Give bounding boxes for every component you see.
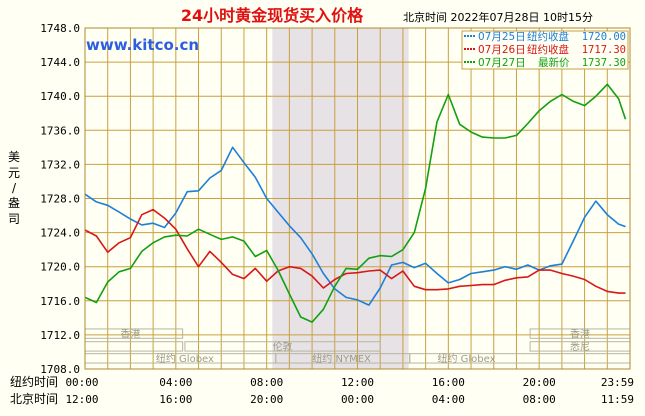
market-label: 纽约 Globex [437, 352, 495, 365]
x-tick-label: 11:59 [601, 393, 634, 406]
plot-frame [84, 27, 631, 370]
x-tick-label: 20:00 [250, 393, 283, 406]
series-line [84, 83, 627, 323]
y-axis-label: 美 元 / 盎 司 [8, 150, 20, 226]
legend-value: 1720.00 [582, 31, 626, 43]
legend-date: 07月26日 [478, 44, 526, 56]
x-tick-label: 12:00 [341, 376, 374, 389]
legend-date: 07月27日 [478, 57, 526, 69]
y-tick-label: 1740.0 [40, 90, 80, 103]
x-tick-label: 12:00 [65, 393, 98, 406]
y-tick-label: 1748.0 [40, 22, 80, 35]
time-row-label: 纽约时间 [10, 374, 58, 389]
y-axis-label-char: 司 [8, 212, 20, 226]
time-row-label: 北京时间 [10, 392, 58, 406]
x-tick-label: 16:00 [159, 393, 192, 406]
y-tick-label: 1728.0 [40, 193, 80, 206]
y-tick-label: 1712.0 [40, 329, 80, 342]
y-axis-label-char: / [12, 181, 17, 195]
series-line [84, 208, 626, 294]
market-label: 悉尼 [570, 341, 590, 353]
x-tick-label: 08:00 [523, 393, 556, 406]
x-tick-label: 16:00 [432, 376, 465, 389]
market-label: 纽约 NYMEX [312, 352, 371, 365]
y-tick-label: 1708.0 [40, 363, 80, 376]
market-label: 纽约 Globex [156, 352, 214, 365]
x-tick-label: 04:00 [159, 376, 192, 389]
y-tick-labels: 1708.0 1712.0 1716.0 1720.0 1724.0 1728.0 1732… [40, 22, 80, 376]
y-tick-label: 1732.0 [40, 158, 80, 171]
legend-entry: 07月25日 纽约收盘 1720.00 [464, 30, 626, 43]
watermark-link[interactable]: www.kitco.cn [86, 36, 199, 54]
y-axis-label-char: 美 [8, 150, 20, 164]
y-axis-label-char: 盎 [8, 196, 20, 210]
y-tick-label: 1716.0 [40, 295, 80, 308]
legend-value: 1737.30 [582, 57, 626, 69]
x-tick-label: 00:00 [341, 393, 374, 406]
legend-date: 07月25日 [478, 31, 526, 43]
x-tick-label: 08:00 [250, 376, 283, 389]
y-tick-label: 1736.0 [40, 124, 80, 137]
chart-title: 24小时黄金现货买入价格 [181, 6, 364, 25]
legend-label: 纽约收盘 [527, 43, 569, 56]
x-tick-label: 23:59 [601, 376, 634, 389]
market-label: 香港 [120, 328, 140, 340]
legend-entry: 07月26日 纽约收盘 1717.30 [464, 43, 626, 56]
market-box [184, 341, 381, 352]
legend-entry: 07月27日 最新价 1737.30 [464, 56, 626, 69]
legend-label: 纽约收盘 [527, 30, 569, 43]
legend-box [461, 30, 629, 70]
legend-value: 1717.30 [582, 44, 626, 56]
legend: 07月25日 纽约收盘 1720.00 07月26日 纽约收盘 1717.30 … [461, 30, 629, 70]
y-axis-label-char: 元 [8, 166, 20, 180]
x-tick-label: 04:00 [432, 393, 465, 406]
legend-label: 最新价 [538, 56, 570, 69]
market-label: 伦敦 [273, 340, 293, 353]
y-tick-label: 1744.0 [40, 56, 80, 69]
y-tick-label: 1720.0 [40, 261, 80, 274]
y-tick-label: 1724.0 [40, 227, 80, 240]
market-label: 香港 [570, 328, 590, 340]
x-tick-label: 00:00 [65, 376, 98, 389]
x-tick-labels: 00:00 04:00 08:00 12:00 16:00 20:00 23:59 12:00… [65, 376, 634, 406]
x-tick-label: 20:00 [523, 376, 556, 389]
series-layer [84, 83, 627, 323]
timestamp-label: 北京时间 2022年07月28日 10时15分 [403, 10, 593, 24]
